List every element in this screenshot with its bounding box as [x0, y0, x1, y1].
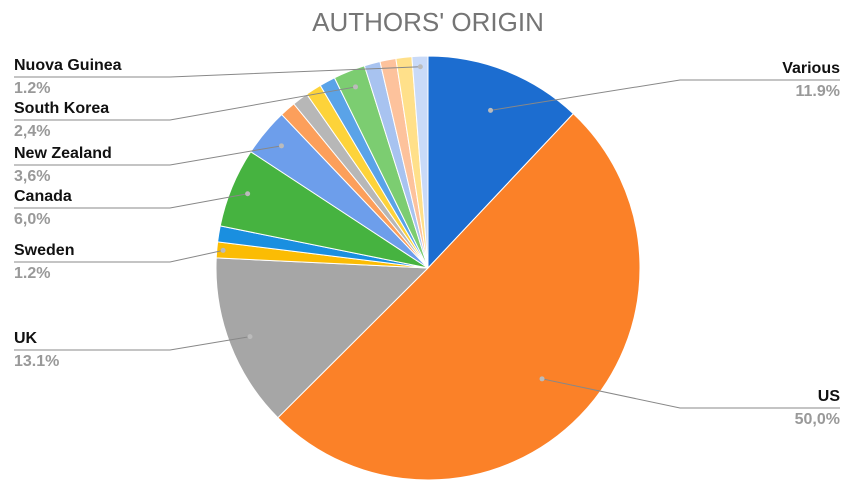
- leader-line: [14, 66, 421, 78]
- pie-slice: [427, 55, 575, 270]
- pie-slice: [277, 112, 641, 481]
- leader-dot: [278, 143, 284, 149]
- slice-label: New Zealand: [14, 145, 112, 162]
- slice-value: 6,0%: [14, 211, 50, 228]
- slice-value: 11.9%: [796, 83, 840, 100]
- slice-value: 2,4%: [14, 123, 50, 140]
- slice-value: 50,0%: [795, 411, 840, 428]
- leader-line: [541, 378, 840, 409]
- pie-slice: [411, 55, 429, 269]
- slice-value: 1.2%: [14, 265, 50, 282]
- leader-dot: [353, 84, 359, 90]
- leader-dot: [220, 247, 226, 253]
- chart-title: AUTHORS' ORIGIN: [312, 7, 544, 37]
- pie-slice: [215, 257, 430, 419]
- leader-line: [490, 79, 840, 111]
- leader-line: [14, 86, 356, 121]
- slice-label: Sweden: [14, 242, 74, 259]
- slice-label: US: [818, 388, 841, 405]
- slice-value: 13.1%: [14, 353, 59, 370]
- slice-value: 3,6%: [14, 168, 50, 185]
- leader-line: [14, 145, 282, 166]
- slice-label: UK: [14, 330, 38, 347]
- leader-dot: [417, 64, 423, 70]
- slice-label: Nuova Guinea: [14, 57, 122, 74]
- slice-label: South Korea: [14, 100, 109, 117]
- leader-dot: [247, 334, 253, 340]
- leader-line: [14, 249, 224, 263]
- slice-label: Canada: [14, 188, 72, 205]
- slice-label: Various: [782, 60, 840, 77]
- leader-line: [14, 336, 251, 351]
- leader-line: [14, 193, 248, 209]
- leader-dot: [539, 376, 545, 382]
- leader-dot: [488, 107, 494, 113]
- leader-dot: [245, 191, 251, 197]
- slice-value: 1.2%: [14, 80, 50, 97]
